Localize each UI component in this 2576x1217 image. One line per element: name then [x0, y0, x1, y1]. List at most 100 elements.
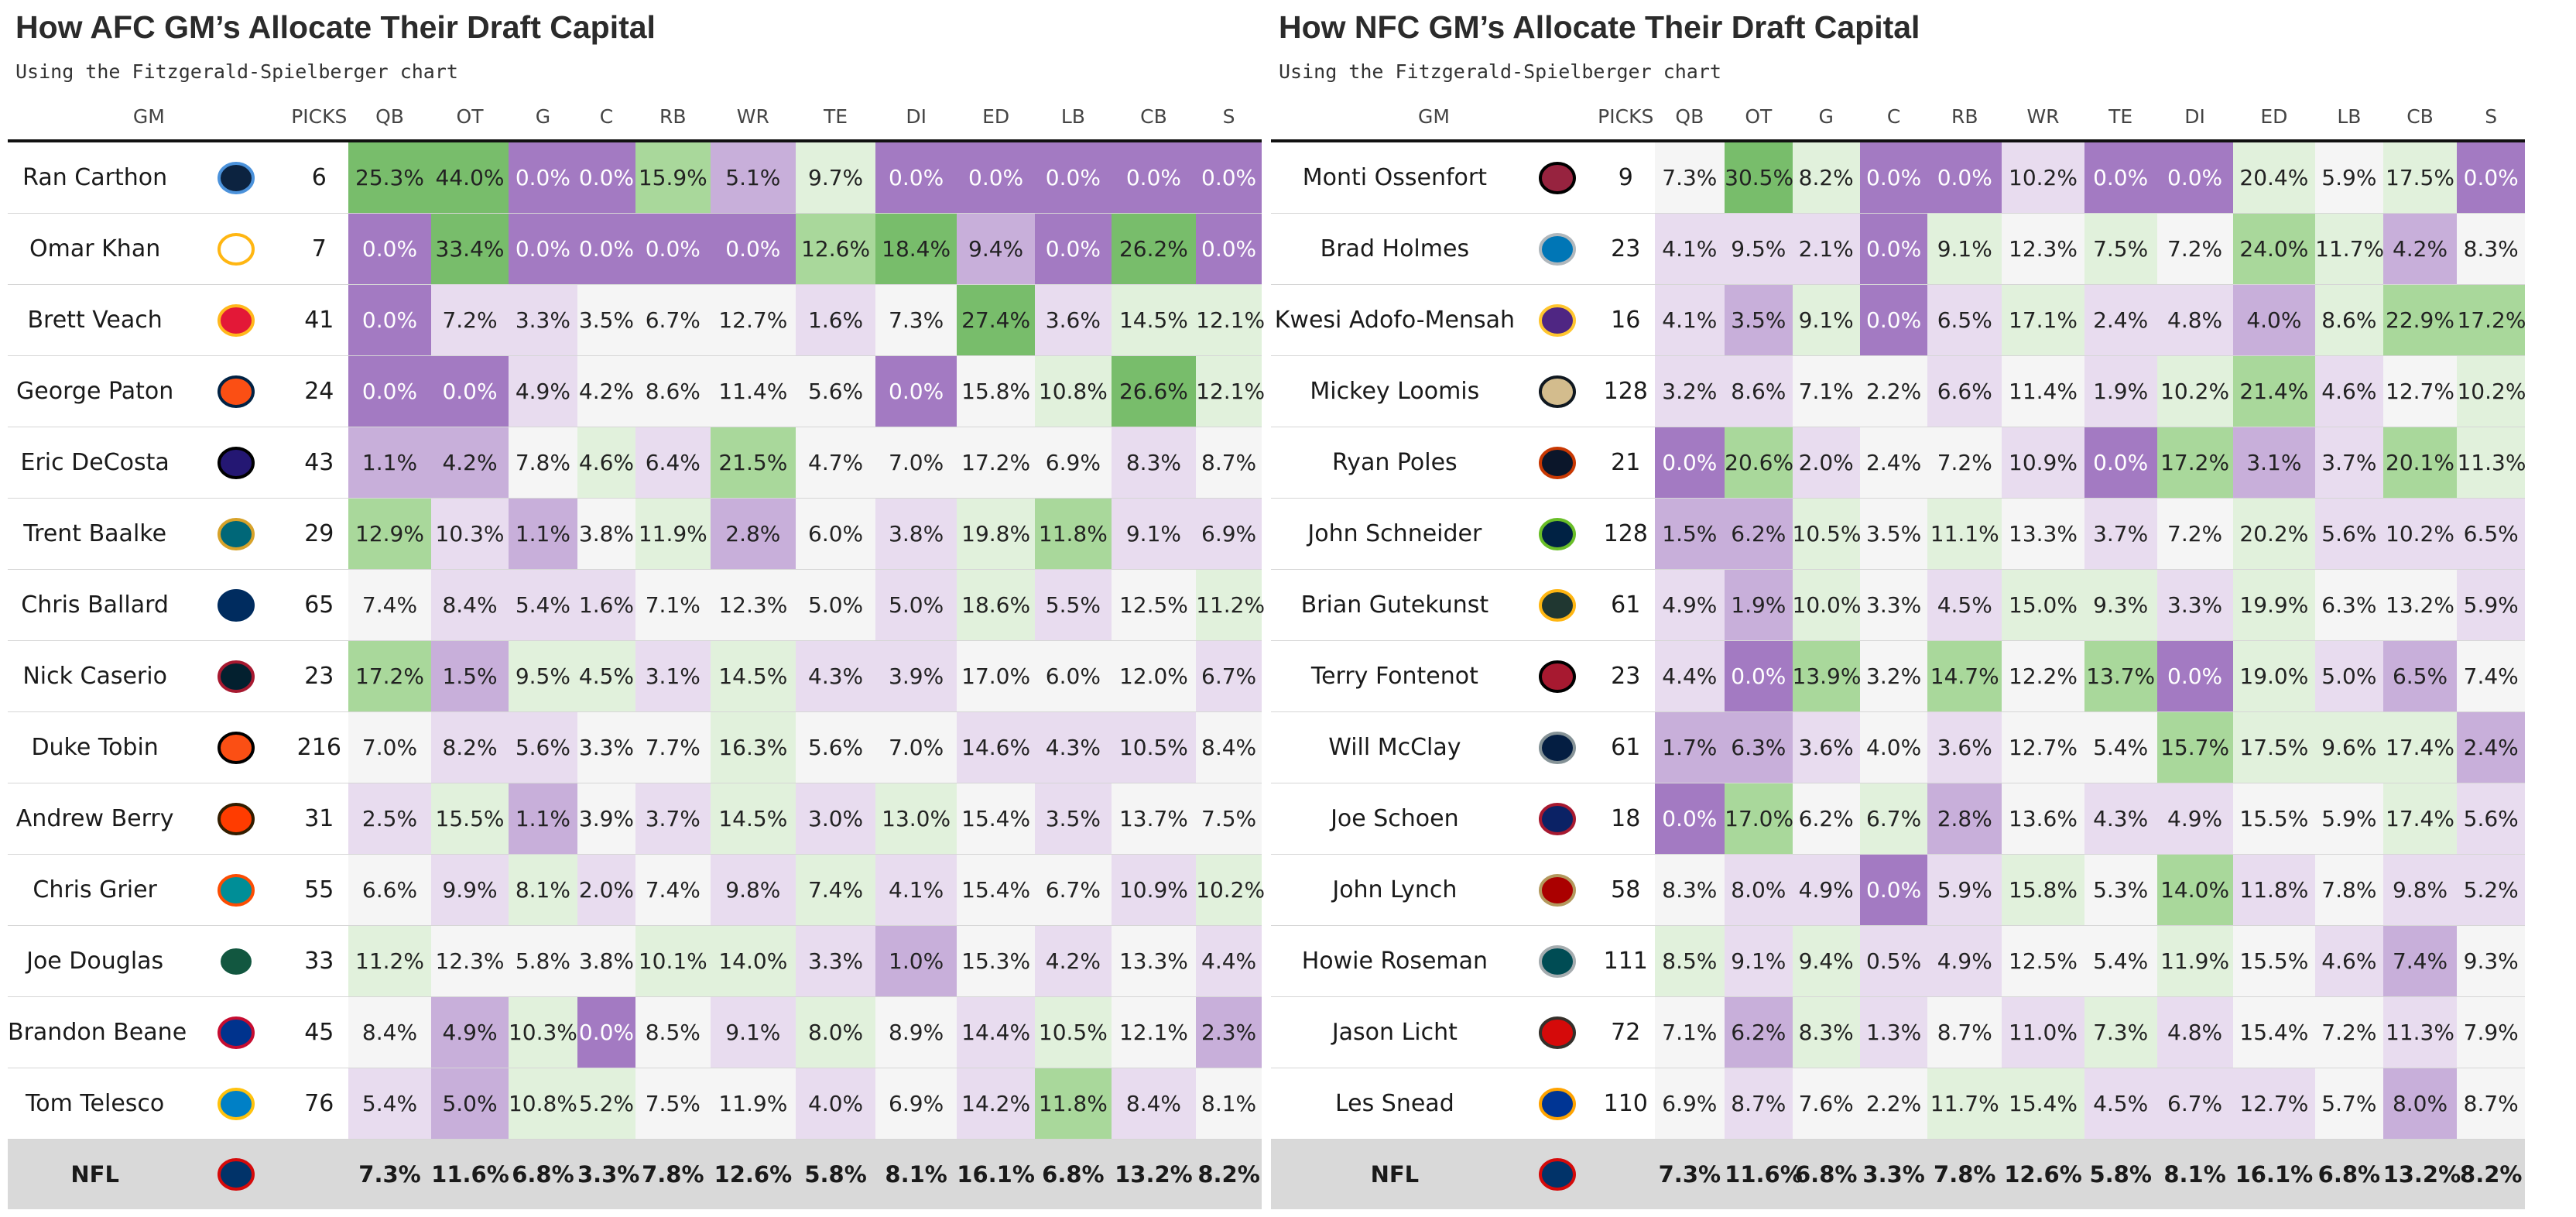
gm-name: Andrew Berry [8, 783, 183, 855]
pct-cell-g: 13.9% [1792, 640, 1861, 712]
pct-cell-ed: 14.6% [957, 711, 1036, 783]
afc-rows: Ran Carthon 6 25.3% 44.0% 0.0% 0.0% 15.9% 5.1% 9… [8, 141, 1265, 1209]
nfc-col-gm: GM [1271, 93, 1597, 142]
nfl-pct-te: 5.8% [2084, 1139, 2157, 1209]
pct-cell-c: 3.9% [577, 783, 636, 855]
nfc-col-lb: LB [2315, 93, 2383, 142]
pct-cell-cb: 10.2% [2382, 498, 2458, 570]
pct-cell-g: 10.0% [1792, 569, 1861, 641]
broncos-logo-icon [218, 375, 255, 408]
pct-cell-te: 0.0% [2084, 141, 2157, 214]
picks-count: 65 [289, 569, 348, 641]
afc-table: GM PICKS QB OT G C RB WR TE DI ED LB CB S Ran Carthon… [8, 93, 1265, 1209]
pct-cell-c: 3.3% [577, 711, 636, 783]
picks-count: 45 [289, 996, 348, 1068]
gm-name: John Lynch [1271, 854, 1519, 926]
pct-cell-lb: 5.5% [1035, 569, 1112, 641]
cowboys-logo-icon [1539, 731, 1577, 764]
team-logo [182, 213, 290, 285]
pct-cell-c: 4.2% [577, 355, 636, 427]
pct-cell-ot: 5.0% [431, 1068, 509, 1140]
nfc-subtitle: Using the Fitzgerald-Spielberger chart [1279, 60, 1721, 83]
pct-cell-cb: 8.3% [1111, 427, 1197, 499]
pct-cell-ed: 17.5% [2232, 711, 2316, 783]
pct-cell-lb: 7.8% [2315, 854, 2383, 926]
pct-cell-lb: 4.3% [1035, 711, 1112, 783]
pct-cell-rb: 3.6% [1927, 711, 2002, 783]
pct-cell-lb: 5.7% [2315, 1068, 2383, 1140]
chiefs-logo-icon [218, 303, 255, 337]
seahawks-logo-icon [1539, 517, 1577, 550]
pct-cell-cb: 17.4% [2382, 711, 2458, 783]
afc-col-ot: OT [431, 93, 509, 142]
picks-count: 24 [289, 355, 348, 427]
team-logo [1518, 141, 1597, 214]
pct-cell-rb: 11.9% [635, 498, 711, 570]
pct-cell-rb: 8.6% [635, 355, 711, 427]
team-logo [1518, 498, 1597, 570]
pct-cell-wr: 11.9% [710, 1068, 796, 1140]
pct-cell-cb: 13.3% [1111, 925, 1197, 997]
gm-name: Ran Carthon [8, 141, 183, 214]
afc-col-lb: LB [1035, 93, 1112, 142]
nfl-pct-ed: 16.1% [957, 1139, 1036, 1209]
pct-cell-te: 8.0% [796, 996, 876, 1068]
pct-cell-lb: 10.5% [1035, 996, 1112, 1068]
nfc-title: How NFC GM’s Allocate Their Draft Capita… [1279, 9, 1920, 45]
pct-cell-rb: 8.7% [1927, 996, 2002, 1068]
pct-cell-lb: 9.6% [2315, 711, 2383, 783]
pct-cell-ot: 1.9% [1725, 569, 1793, 641]
table-row: Omar Khan 7 0.0% 33.4% 0.0% 0.0% 0.0% 0.0% 12.6%… [8, 213, 1262, 285]
pct-cell-wr: 15.8% [2002, 854, 2084, 926]
pct-cell-wr: 21.5% [710, 427, 796, 499]
table-row: Chris Ballard 65 7.4% 8.4% 5.4% 1.6% 7.1% 12.3%… [8, 569, 1265, 641]
pct-cell-ed: 9.4% [957, 213, 1036, 285]
nfl-logo [1518, 1139, 1597, 1209]
pct-cell-c: 3.2% [1859, 640, 1928, 712]
pct-cell-qb: 1.7% [1654, 711, 1725, 783]
pct-cell-g: 9.1% [1792, 284, 1860, 356]
dolphins-logo-icon [218, 873, 255, 907]
pct-cell-c: 3.3% [1859, 569, 1928, 641]
pct-cell-ot: 33.4% [431, 213, 509, 285]
pct-cell-qb: 4.1% [1654, 284, 1725, 356]
table-row: Mickey Loomis 128 3.2% 8.6% 7.1% 2.2% 6.6% 11.4… [1271, 355, 2526, 427]
pct-cell-lb: 6.9% [1035, 427, 1112, 499]
pct-cell-rb: 4.9% [1927, 925, 2002, 997]
afc-col-s: S [1196, 93, 1262, 142]
pct-cell-lb: 8.6% [2315, 284, 2383, 356]
pct-cell-qb: 5.4% [348, 1068, 432, 1140]
pct-cell-cb: 22.9% [2382, 284, 2458, 356]
pct-cell-te: 0.0% [2084, 427, 2157, 499]
nfc-col-ed: ED [2232, 93, 2316, 142]
picks-count: 18 [1596, 783, 1655, 855]
team-logo [182, 569, 290, 641]
pct-cell-qb: 2.5% [348, 783, 432, 855]
pct-cell-ed: 17.2% [957, 427, 1036, 499]
pct-cell-ed: 14.2% [957, 1068, 1036, 1140]
pct-cell-lb: 4.6% [2315, 355, 2383, 427]
pct-cell-di: 4.1% [875, 854, 957, 926]
pct-cell-rb: 11.1% [1927, 498, 2002, 570]
pct-cell-cb: 13.7% [1111, 783, 1197, 855]
nfc-header-row: GM PICKS QB OT G C RB WR TE DI ED LB CB S [1271, 93, 2525, 142]
pct-cell-te: 5.4% [2084, 711, 2157, 783]
pct-cell-qb: 0.0% [348, 284, 432, 356]
picks-count: 7 [289, 213, 348, 285]
pct-cell-rb: 10.1% [635, 925, 711, 997]
picks-count: 128 [1596, 355, 1655, 427]
pct-cell-ot: 1.5% [431, 640, 509, 712]
pct-cell-s: 5.2% [2457, 854, 2525, 926]
afc-col-te: TE [796, 93, 876, 142]
picks-count: 55 [289, 854, 348, 926]
team-logo [1518, 640, 1597, 712]
picks-count: 61 [1596, 711, 1655, 783]
pct-cell-qb: 0.0% [348, 213, 432, 285]
pct-cell-te: 3.3% [796, 925, 876, 997]
pct-cell-di: 6.7% [2156, 1068, 2233, 1140]
picks-count: 58 [1596, 854, 1655, 926]
pct-cell-s: 6.5% [2457, 498, 2525, 570]
pct-cell-rb: 14.7% [1927, 640, 2002, 712]
pct-cell-rb: 7.4% [635, 854, 711, 926]
table-row: Brandon Beane 45 8.4% 4.9% 10.3% 0.0% 8.5% 9.1%… [8, 996, 1262, 1068]
